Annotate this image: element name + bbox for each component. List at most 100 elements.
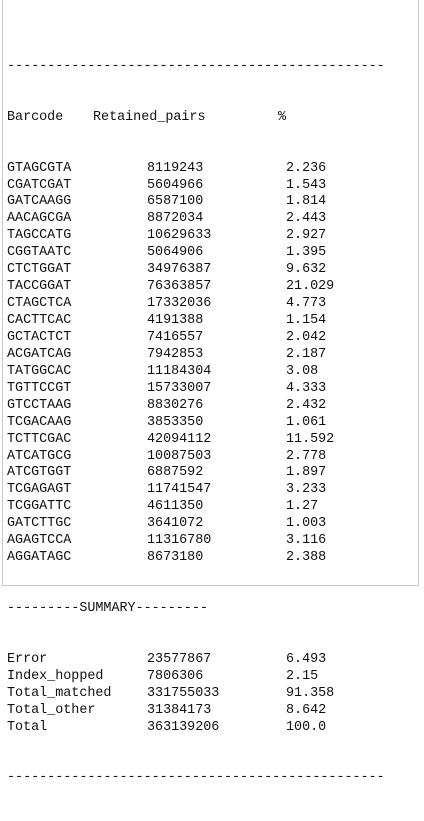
- barcode-row-pairs: 3853350: [147, 414, 204, 430]
- barcode-row: CGGTAATC 5064906 1.395: [7, 245, 326, 262]
- barcode-row-percent: 1.543: [286, 177, 327, 193]
- barcode-row-label: TCGGATTC: [7, 499, 72, 515]
- barcode-row-percent: 1.27: [286, 499, 319, 515]
- barcode-row-percent: 1.061: [286, 414, 327, 430]
- barcode-row-percent: 1.154: [286, 313, 327, 329]
- barcode-row-percent: 2.042: [286, 329, 327, 345]
- barcode-row: GCTACTCT 7416557 2.042: [7, 330, 326, 347]
- barcode-row-pairs: 8119243: [147, 160, 204, 176]
- summary-row-percent: 100.0: [286, 719, 327, 735]
- summary-row-pairs: 23577867: [147, 651, 212, 667]
- barcode-row-percent: 2.432: [286, 397, 327, 413]
- summary-row: Error 23577867 6.493: [7, 652, 326, 669]
- barcode-row-label: TCGACAAG: [7, 414, 72, 430]
- header-row: Barcode Retained_pairs %: [7, 110, 286, 127]
- barcode-row-label: CGATCGAT: [7, 177, 72, 193]
- barcode-row-pairs: 10087503: [147, 448, 212, 464]
- barcode-row: ACGATCAG 7942853 2.187: [7, 347, 326, 364]
- barcode-rows: GTAGCGTA 8119243 2.236 CGATCGAT 5604966 1.543…: [7, 161, 334, 568]
- barcode-row-label: GATCAAGG: [7, 194, 72, 210]
- summary-row: Index_hopped 7806306 2.15: [7, 669, 318, 686]
- barcode-row: TCGACAAG 3853350 1.061: [7, 415, 326, 432]
- summary-row-percent: 2.15: [286, 668, 319, 684]
- barcode-row-label: ACGATCAG: [7, 346, 72, 362]
- barcode-row: TACCGGAT 76363857 21.029: [7, 279, 334, 296]
- barcode-row-label: TCGAGAGT: [7, 482, 72, 498]
- barcode-row-pairs: 15733007: [147, 380, 212, 396]
- summary-row-pairs: 363139206: [147, 719, 220, 735]
- summary-rows: Error 23577867 6.493 Index_hopped 7806306 2.1…: [7, 652, 334, 737]
- barcode-row-label: TACCGGAT: [7, 279, 72, 295]
- barcode-row-pairs: 8673180: [147, 550, 204, 566]
- separator-bottom-line: ----------------------------------------…: [7, 770, 385, 787]
- barcode-row: AGAGTCCA 11316780 3.116: [7, 533, 326, 550]
- summary-row-label: Error: [7, 651, 48, 667]
- barcode-row: GTAGCGTA 8119243 2.236: [7, 161, 326, 178]
- barcode-row-pairs: 6887592: [147, 465, 204, 481]
- barcode-row-pairs: 34976387: [147, 262, 212, 278]
- barcode-row: TCGGATTC 4611350 1.27: [7, 499, 318, 516]
- barcode-row: ATCATGCG 10087503 2.778: [7, 449, 326, 466]
- separator-top-line: ----------------------------------------…: [7, 59, 385, 76]
- barcode-row-pairs: 5604966: [147, 177, 204, 193]
- barcode-row-pairs: 8872034: [147, 211, 204, 227]
- document-frame: [2, 0, 419, 586]
- barcode-row-percent: 21.029: [286, 279, 335, 295]
- barcode-row-label: GCTACTCT: [7, 329, 72, 345]
- summary-row: Total 363139206 100.0: [7, 720, 326, 737]
- summary-row-percent: 91.358: [286, 685, 335, 701]
- barcode-row-pairs: 11316780: [147, 533, 212, 549]
- header-retained-pairs: Retained_pairs: [93, 109, 206, 125]
- summary-row-pairs: 331755033: [147, 685, 220, 701]
- barcode-row-pairs: 11184304: [147, 363, 212, 379]
- barcode-row-label: AGGATAGC: [7, 550, 72, 566]
- barcode-row-percent: 1.897: [286, 465, 327, 481]
- barcode-row: TATGGCAC 11184304 3.08: [7, 364, 318, 381]
- barcode-row: TGTTCCGT 15733007 4.333: [7, 381, 326, 398]
- barcode-row-percent: 1.395: [286, 245, 327, 261]
- barcode-row-pairs: 4191388: [147, 313, 204, 329]
- barcode-row: AGGATAGC 8673180 2.388: [7, 550, 326, 567]
- barcode-row-label: ATCATGCG: [7, 448, 72, 464]
- separator-top: ----------------------------------------…: [7, 58, 385, 74]
- summary-separator-line: ---------SUMMARY---------: [7, 601, 208, 618]
- barcode-row-label: CACTTCAC: [7, 313, 72, 329]
- barcode-row-percent: 9.632: [286, 262, 327, 278]
- barcode-row-percent: 3.233: [286, 482, 327, 498]
- barcode-row-percent: 2.927: [286, 228, 327, 244]
- summary-separator: ---------SUMMARY---------: [7, 601, 208, 616]
- summary-row-pairs: 31384173: [147, 702, 212, 718]
- barcode-row: CACTTCAC 4191388 1.154: [7, 313, 326, 330]
- summary-row: Total_matched 331755033 91.358: [7, 686, 334, 703]
- barcode-row-percent: 11.592: [286, 431, 335, 447]
- barcode-row: CTCTGGAT 34976387 9.632: [7, 262, 326, 279]
- barcode-row: GTCCTAAG 8830276 2.432: [7, 398, 326, 415]
- barcode-row-percent: 1.003: [286, 516, 327, 532]
- barcode-row-label: CTAGCTCA: [7, 296, 72, 312]
- barcode-row-label: CGGTAATC: [7, 245, 72, 261]
- barcode-row-pairs: 7942853: [147, 346, 204, 362]
- barcode-row-pairs: 11741547: [147, 482, 212, 498]
- barcode-row-percent: 1.814: [286, 194, 327, 210]
- barcode-row-percent: 2.236: [286, 160, 327, 176]
- barcode-row-label: ATCGTGGT: [7, 465, 72, 481]
- barcode-row-pairs: 5064906: [147, 245, 204, 261]
- header-barcode: Barcode: [7, 109, 64, 125]
- summary-row-pairs: 7806306: [147, 668, 204, 684]
- summary-row-label: Index_hopped: [7, 668, 104, 684]
- barcode-row-percent: 3.116: [286, 533, 327, 549]
- barcode-row-label: GATCTTGC: [7, 516, 72, 532]
- barcode-row-percent: 2.388: [286, 550, 327, 566]
- barcode-row: TCGAGAGT 11741547 3.233: [7, 482, 326, 499]
- header-percent: %: [278, 109, 287, 125]
- barcode-row-percent: 2.778: [286, 448, 327, 464]
- barcode-row: CGATCGAT 5604966 1.543: [7, 178, 326, 195]
- barcode-report: ----------------------------------------…: [7, 25, 385, 804]
- barcode-row: AACAGCGA 8872034 2.443: [7, 211, 326, 228]
- barcode-row-percent: 2.187: [286, 346, 327, 362]
- barcode-row: CTAGCTCA 17332036 4.773: [7, 296, 326, 313]
- barcode-row-percent: 2.443: [286, 211, 327, 227]
- summary-row-percent: 6.493: [286, 651, 327, 667]
- summary-row-label: Total_other: [7, 702, 96, 718]
- barcode-row-pairs: 6587100: [147, 194, 204, 210]
